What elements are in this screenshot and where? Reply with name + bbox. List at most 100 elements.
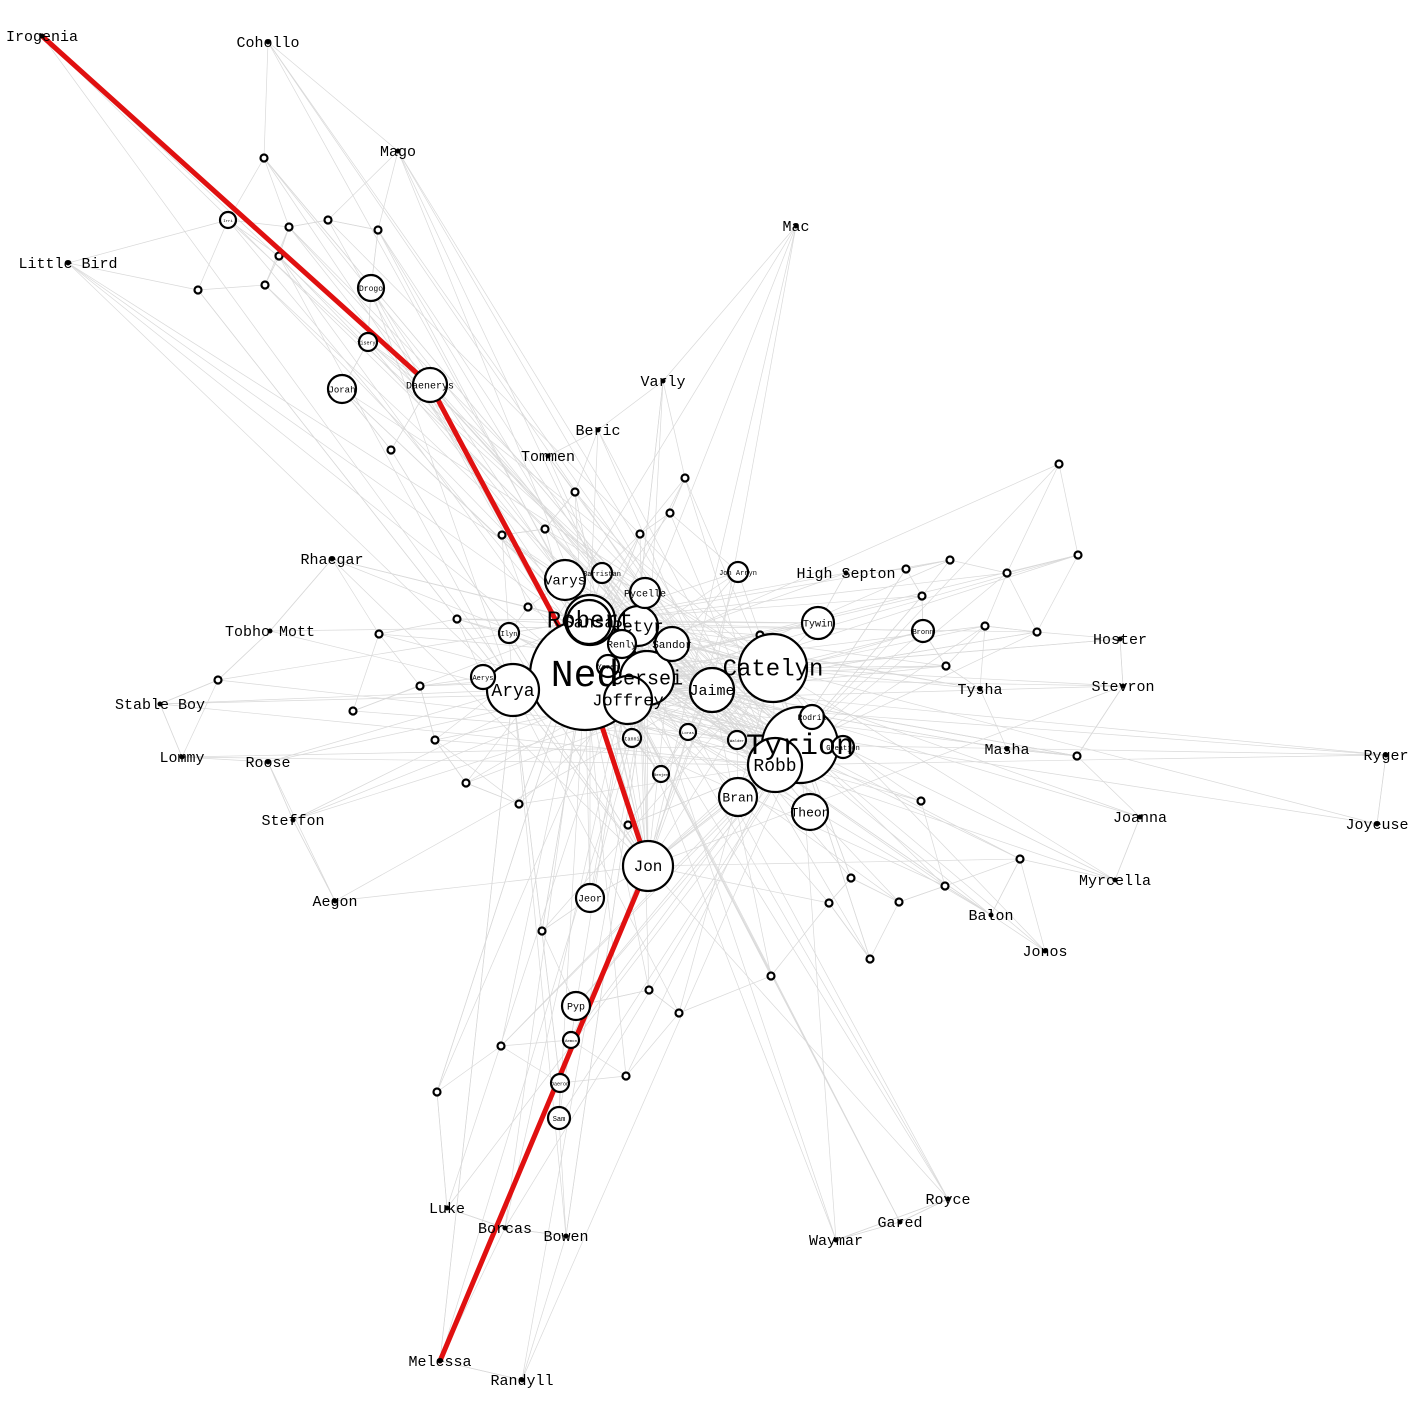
node-greatjon[interactable] xyxy=(830,734,856,760)
node-circle[interactable] xyxy=(546,1105,572,1131)
node-pyp[interactable] xyxy=(560,990,592,1022)
minor-node[interactable] xyxy=(674,1008,684,1018)
node-circle[interactable] xyxy=(606,628,638,660)
node-circle[interactable] xyxy=(561,1030,581,1050)
node-dot[interactable] xyxy=(444,1205,450,1211)
node-circle[interactable] xyxy=(621,727,643,749)
node-drogo[interactable] xyxy=(356,273,386,303)
node-circle[interactable] xyxy=(910,618,936,644)
node-robb[interactable] xyxy=(746,736,804,794)
node-walder[interactable] xyxy=(726,729,748,751)
node-dot[interactable] xyxy=(1117,636,1123,642)
node-stableboy[interactable] xyxy=(157,701,163,707)
node-jaime[interactable] xyxy=(688,666,736,714)
minor-node[interactable] xyxy=(523,602,533,612)
node-masha[interactable] xyxy=(1004,746,1010,752)
node-mac[interactable] xyxy=(793,223,799,229)
minor-node[interactable] xyxy=(497,530,507,540)
node-circle[interactable] xyxy=(560,990,592,1022)
node-circle[interactable] xyxy=(798,703,826,731)
node-circle[interactable] xyxy=(651,764,671,784)
node-waymar[interactable] xyxy=(833,1237,839,1243)
minor-node[interactable] xyxy=(1054,459,1064,469)
node-dot[interactable] xyxy=(563,1233,569,1239)
node-circle[interactable] xyxy=(628,576,662,610)
node-tommen[interactable] xyxy=(545,453,551,459)
node-circle[interactable] xyxy=(543,558,587,602)
node-steffon[interactable] xyxy=(290,817,296,823)
node-borcas[interactable] xyxy=(502,1225,508,1231)
minor-node[interactable] xyxy=(894,897,904,907)
minor-node[interactable] xyxy=(916,796,926,806)
node-dot[interactable] xyxy=(65,260,71,266)
minor-node[interactable] xyxy=(766,971,776,981)
node-luke[interactable] xyxy=(444,1205,450,1211)
node-irogenia[interactable] xyxy=(39,33,45,39)
node-renly[interactable] xyxy=(606,628,638,660)
node-dot[interactable] xyxy=(660,378,666,384)
node-dot[interactable] xyxy=(179,754,185,760)
node-aegon[interactable] xyxy=(332,898,338,904)
node-barristan[interactable] xyxy=(590,561,614,585)
node-gared[interactable] xyxy=(897,1219,903,1225)
minor-node[interactable] xyxy=(259,153,269,163)
node-circle[interactable] xyxy=(469,663,497,691)
node-sam[interactable] xyxy=(546,1105,572,1131)
node-dot[interactable] xyxy=(39,33,45,39)
node-cohollo[interactable] xyxy=(265,39,271,45)
node-varly[interactable] xyxy=(660,378,666,384)
minor-node[interactable] xyxy=(373,225,383,235)
node-dot[interactable] xyxy=(265,759,271,765)
minor-node[interactable] xyxy=(323,215,333,225)
node-bronn[interactable] xyxy=(910,618,936,644)
node-circle[interactable] xyxy=(356,273,386,303)
node-daeron[interactable] xyxy=(549,1072,571,1094)
minor-node[interactable] xyxy=(644,985,654,995)
minor-node[interactable] xyxy=(570,487,580,497)
node-jonos[interactable] xyxy=(1042,948,1048,954)
node-dot[interactable] xyxy=(329,556,335,562)
node-ryger[interactable] xyxy=(1383,752,1389,758)
minor-node[interactable] xyxy=(537,926,547,936)
node-circle[interactable] xyxy=(565,598,613,646)
node-ilyn[interactable] xyxy=(497,621,521,645)
minor-node[interactable] xyxy=(941,661,951,671)
minor-node[interactable] xyxy=(621,1071,631,1081)
node-dot[interactable] xyxy=(1120,683,1126,689)
minor-node[interactable] xyxy=(386,445,396,455)
node-theon[interactable] xyxy=(790,792,830,832)
minor-node[interactable] xyxy=(415,681,425,691)
node-bowen[interactable] xyxy=(563,1233,569,1239)
node-dot[interactable] xyxy=(267,628,273,634)
node-circle[interactable] xyxy=(485,662,541,718)
node-hoster[interactable] xyxy=(1117,636,1123,642)
node-circle[interactable] xyxy=(726,729,748,751)
node-circle[interactable] xyxy=(737,632,809,704)
node-dot[interactable] xyxy=(157,701,163,707)
minor-node[interactable] xyxy=(1073,550,1083,560)
node-joanna[interactable] xyxy=(1137,814,1143,820)
node-beric[interactable] xyxy=(595,427,601,433)
node-loras[interactable] xyxy=(678,722,698,742)
node-catelyn[interactable] xyxy=(737,632,809,704)
node-circle[interactable] xyxy=(549,1072,571,1094)
minor-node[interactable] xyxy=(284,222,294,232)
node-dot[interactable] xyxy=(290,817,296,823)
minor-node[interactable] xyxy=(980,621,990,631)
node-dot[interactable] xyxy=(332,898,338,904)
node-dot[interactable] xyxy=(545,453,551,459)
node-dot[interactable] xyxy=(595,427,601,433)
node-dot[interactable] xyxy=(1112,877,1118,883)
node-dot[interactable] xyxy=(988,912,994,918)
node-lommy[interactable] xyxy=(179,754,185,760)
minor-node[interactable] xyxy=(461,778,471,788)
minor-node[interactable] xyxy=(623,820,633,830)
minor-node[interactable] xyxy=(917,591,927,601)
node-circle[interactable] xyxy=(746,736,804,794)
minor-node[interactable] xyxy=(945,555,955,565)
minor-node[interactable] xyxy=(665,508,675,518)
minor-node[interactable] xyxy=(680,473,690,483)
node-arya[interactable] xyxy=(485,662,541,718)
node-joffrey[interactable] xyxy=(602,674,654,726)
node-circle[interactable] xyxy=(595,653,621,679)
